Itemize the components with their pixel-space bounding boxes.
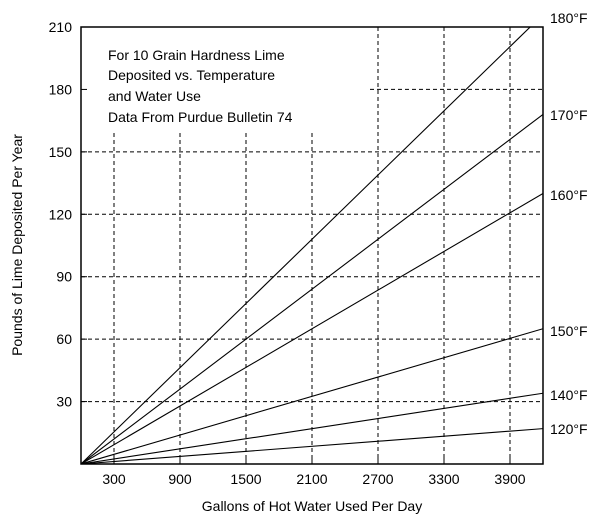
series-label: 140°F bbox=[550, 387, 588, 403]
series-layer: 180°F 170°F 160°F 150°F 140°F 120°F bbox=[81, 10, 588, 464]
y-tick-label: 90 bbox=[56, 269, 72, 285]
x-tick-label: 2100 bbox=[296, 471, 327, 487]
x-tick-label: 900 bbox=[168, 471, 192, 487]
series-label: 170°F bbox=[550, 107, 588, 123]
series-line bbox=[81, 193, 543, 464]
x-tick-label: 3900 bbox=[494, 471, 525, 487]
y-axis-title: Pounds of Lime Deposited Per Year bbox=[9, 134, 25, 356]
y-tick-label: 120 bbox=[49, 206, 73, 222]
x-tick-label: 2700 bbox=[362, 471, 393, 487]
x-axis-title: Gallons of Hot Water Used Per Day bbox=[202, 498, 422, 514]
annotation-line: Deposited vs. Temperature bbox=[108, 67, 275, 83]
series-label: 160°F bbox=[550, 187, 588, 203]
x-tick-label: 300 bbox=[102, 471, 126, 487]
series-label: 120°F bbox=[550, 421, 588, 437]
series-label: 150°F bbox=[550, 323, 588, 339]
x-tick-label: 3300 bbox=[428, 471, 459, 487]
series-label: 180°F bbox=[550, 10, 588, 26]
y-tick-label: 180 bbox=[49, 81, 73, 97]
y-tick-label: 210 bbox=[49, 19, 73, 35]
annotation-line: For 10 Grain Hardness Lime bbox=[108, 47, 285, 63]
annotation-box: For 10 Grain Hardness Lime Deposited vs.… bbox=[108, 47, 293, 125]
series-line bbox=[81, 328, 543, 464]
y-tick-label: 60 bbox=[56, 331, 72, 347]
grid-layer bbox=[81, 27, 543, 464]
y-tick-label: 30 bbox=[56, 394, 72, 410]
annotation-line: and Water Use bbox=[108, 88, 201, 104]
x-tick-label: 1500 bbox=[230, 471, 261, 487]
series-line bbox=[81, 428, 543, 464]
series-line bbox=[81, 27, 531, 464]
series-line bbox=[81, 113, 543, 464]
series-line bbox=[81, 392, 543, 464]
annotation-line: Data From Purdue Bulletin 74 bbox=[108, 109, 293, 125]
y-tick-label: 150 bbox=[49, 144, 73, 160]
tick-layer: 300 900 1500 2100 2700 3300 3900 30 60 90 120 150 18… bbox=[49, 19, 526, 487]
